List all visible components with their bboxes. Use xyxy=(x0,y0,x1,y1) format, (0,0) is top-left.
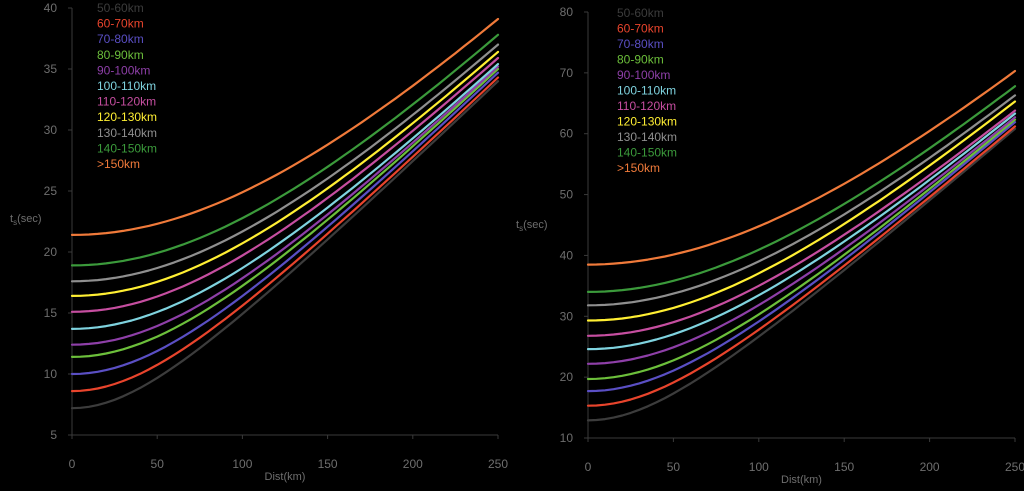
series-line-130-140km xyxy=(586,94,1017,307)
legend-entry: 100-110km xyxy=(617,84,676,98)
legend-entry: >150km xyxy=(617,161,660,175)
series-line-150km xyxy=(70,17,500,236)
legend-entry: 70-80km xyxy=(97,32,144,46)
y-tick-label: 70 xyxy=(560,66,574,80)
y-tick-label: 15 xyxy=(44,306,58,320)
x-tick-label: 250 xyxy=(488,457,508,471)
legend-entry: 140-150km xyxy=(617,146,677,160)
x-tick-label: 150 xyxy=(318,457,338,471)
legend-entry: 110-120km xyxy=(617,99,676,113)
series-line-70-80km xyxy=(586,121,1017,393)
series-line-50-60km xyxy=(586,127,1017,422)
series-line-110-120km xyxy=(586,109,1017,337)
x-tick-label: 200 xyxy=(920,460,940,474)
x-tick-label: 100 xyxy=(749,460,769,474)
series-line-90-100km xyxy=(586,116,1017,365)
series-line-80-90km xyxy=(70,67,500,358)
x-tick-label: 150 xyxy=(834,460,854,474)
y-tick-label: 80 xyxy=(560,5,574,19)
legend-entry: 80-90km xyxy=(617,53,664,67)
y-tick-label: 35 xyxy=(44,62,58,76)
legend-entry: 50-60km xyxy=(617,6,664,20)
x-tick-label: 0 xyxy=(585,460,592,474)
y-tick-label: 40 xyxy=(560,248,574,262)
series-line-130-140km xyxy=(70,43,500,283)
series-line-110-120km xyxy=(70,56,500,313)
legend-entry: 100-110km xyxy=(97,79,156,93)
x-tick-label: 250 xyxy=(1005,460,1024,474)
x-tick-label: 0 xyxy=(69,457,76,471)
legend-entry: 70-80km xyxy=(617,37,664,51)
series-line-140-150km xyxy=(70,33,500,267)
legend-entry: 110-120km xyxy=(97,95,156,109)
y-tick-label: 40 xyxy=(44,1,58,15)
series-line-100-110km xyxy=(70,62,500,330)
series-line-150km xyxy=(586,69,1017,266)
legend-entry: 80-90km xyxy=(97,48,144,62)
legend-entry: 120-130km xyxy=(97,110,157,124)
x-tick-label: 200 xyxy=(403,457,423,471)
series-line-60-70km xyxy=(70,76,500,393)
series-line-100-110km xyxy=(586,112,1017,351)
x-axis-title: Dist(km) xyxy=(265,471,306,483)
series-line-60-70km xyxy=(586,125,1017,407)
y-tick-label: 10 xyxy=(44,367,58,381)
series-line-50-60km xyxy=(70,80,500,410)
y-tick-label: 60 xyxy=(560,127,574,141)
x-axis-title: Dist(km) xyxy=(781,474,822,486)
legend-entry: >150km xyxy=(97,157,140,171)
legend-entry: 130-140km xyxy=(97,126,157,140)
series-line-140-150km xyxy=(586,85,1017,293)
y-tick-label: 10 xyxy=(560,431,574,445)
y-axis-title: ts(sec) xyxy=(10,213,42,227)
y-tick-label: 5 xyxy=(50,428,57,442)
legend-entry: 90-100km xyxy=(97,63,150,77)
y-axis-title: ts(sec) xyxy=(516,219,548,233)
x-tick-label: 50 xyxy=(151,457,165,471)
series-line-120-130km xyxy=(586,100,1017,322)
series-line-120-130km xyxy=(70,50,500,297)
y-tick-label: 20 xyxy=(560,370,574,384)
y-tick-label: 20 xyxy=(44,245,58,259)
x-tick-label: 50 xyxy=(667,460,681,474)
chart-panel-2: 10 20 30 40 50 60 70 80 0 50 100 150 200 250 Dist(km) t… xyxy=(516,5,1024,486)
legend-entry: 50-60km xyxy=(97,1,144,15)
y-tick-label: 30 xyxy=(44,123,58,137)
legend-entry: 60-70km xyxy=(97,17,144,31)
y-tick-label: 25 xyxy=(44,184,58,198)
legend-entry: 130-140km xyxy=(617,130,677,144)
x-tick-label: 100 xyxy=(232,457,252,471)
series-line-80-90km xyxy=(586,118,1017,381)
y-tick-label: 50 xyxy=(560,188,574,202)
legend-entry: 140-150km xyxy=(97,141,157,155)
legend-entry: 120-130km xyxy=(617,115,677,129)
chart-panel-1: 5 10 15 20 25 30 35 40 0 50 100 150 200 250 Dist(km) ts… xyxy=(10,1,508,483)
series-line-90-100km xyxy=(70,65,500,346)
series-line-70-80km xyxy=(70,71,500,376)
legend-entry: 60-70km xyxy=(617,22,664,36)
y-tick-label: 30 xyxy=(560,309,574,323)
legend-entry: 90-100km xyxy=(617,68,670,82)
